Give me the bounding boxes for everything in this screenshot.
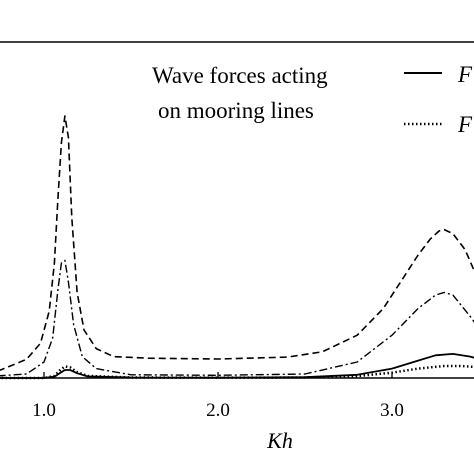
annotation-line-1: Wave forces acting	[152, 63, 328, 88]
x-tick-label: 2.0	[206, 400, 230, 421]
x-axis-label: Kh	[266, 428, 293, 453]
series-line-solid	[0, 352, 474, 379]
series-layer	[0, 115, 474, 380]
series-line-dotted	[0, 364, 474, 380]
legend-label-solid: F	[457, 62, 473, 87]
x-ticks: 1.0 2.0 3.0	[32, 372, 404, 421]
legend-label-dotted: F	[457, 112, 473, 137]
x-tick-label: 1.0	[32, 400, 56, 421]
x-tick-label: 3.0	[380, 400, 404, 421]
series-line-dash-dot	[0, 259, 474, 377]
annotation-line-2: on mooring lines	[158, 98, 314, 123]
series-line-dashed	[0, 115, 474, 371]
